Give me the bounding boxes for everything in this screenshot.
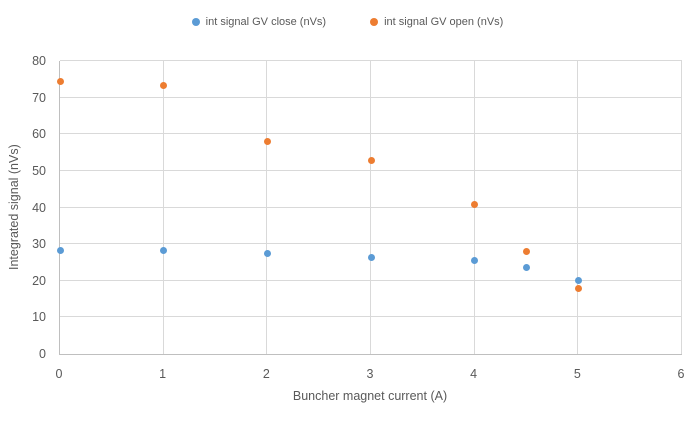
- data-point-gv-close[interactable]: [367, 253, 375, 261]
- y-tick-label: 50: [32, 163, 46, 178]
- gridline-horizontal: [60, 316, 682, 318]
- gridline-vertical: [681, 61, 682, 354]
- gridline-vertical: [577, 61, 579, 354]
- data-point-gv-open[interactable]: [56, 78, 64, 86]
- gridline-vertical: [370, 61, 371, 354]
- y-tick-label: 20: [32, 273, 46, 288]
- y-tick-label: 80: [32, 54, 46, 68]
- series-open-marker-icon: [370, 18, 379, 26]
- data-point-gv-open[interactable]: [574, 285, 582, 293]
- plot-area[interactable]: [56, 60, 682, 355]
- x-tick-label: 0: [55, 367, 63, 381]
- data-point-gv-open[interactable]: [263, 138, 271, 146]
- data-point-gv-open[interactable]: [367, 157, 375, 165]
- gridline-vertical: [266, 61, 268, 354]
- legend-label-gv-open: int signal GV open (nVs): [384, 16, 504, 28]
- x-tick-label: 3: [366, 367, 374, 381]
- legend: int signal GV close (nVs) int signal GV …: [0, 16, 695, 28]
- data-point-gv-open[interactable]: [160, 82, 168, 90]
- x-tick-label: 1: [159, 367, 167, 381]
- y-tick-label: 60: [32, 127, 46, 142]
- y-tick-label: 70: [32, 90, 46, 105]
- data-point-gv-open[interactable]: [523, 248, 530, 256]
- data-point-gv-close[interactable]: [263, 249, 271, 257]
- data-point-gv-close[interactable]: [471, 257, 479, 265]
- x-tick-label: 2: [262, 367, 270, 381]
- gridline-horizontal: [60, 96, 682, 98]
- series-close-marker-icon: [191, 18, 200, 26]
- legend-item-gv-close[interactable]: int signal GV close (nVs): [191, 16, 327, 28]
- gridline-horizontal: [60, 206, 682, 208]
- x-tick-label: 6: [677, 367, 685, 381]
- gridline-horizontal: [60, 169, 682, 171]
- gridline-horizontal: [60, 279, 682, 281]
- data-point-gv-close[interactable]: [160, 247, 168, 255]
- data-point-gv-close[interactable]: [523, 264, 530, 272]
- legend-item-gv-open[interactable]: int signal GV open (nVs): [370, 16, 503, 28]
- gridline-horizontal: [60, 60, 682, 61]
- x-tick-label: 5: [573, 367, 581, 381]
- x-tick-label: 4: [470, 367, 478, 381]
- y-tick-label: 40: [32, 200, 46, 215]
- y-tick-label: 0: [39, 347, 46, 361]
- gridline-horizontal: [60, 133, 682, 135]
- data-point-gv-close[interactable]: [574, 277, 582, 285]
- x-axis-title: Buncher magnet current (A): [292, 389, 448, 403]
- gridline-horizontal: [60, 243, 682, 245]
- data-point-gv-open[interactable]: [471, 200, 479, 208]
- gridline-vertical: [162, 61, 164, 354]
- y-tick-label: 10: [32, 310, 46, 325]
- legend-label-gv-close: int signal GV close (nVs): [205, 16, 327, 28]
- data-point-gv-close[interactable]: [56, 246, 64, 254]
- y-tick-label: 30: [32, 237, 46, 252]
